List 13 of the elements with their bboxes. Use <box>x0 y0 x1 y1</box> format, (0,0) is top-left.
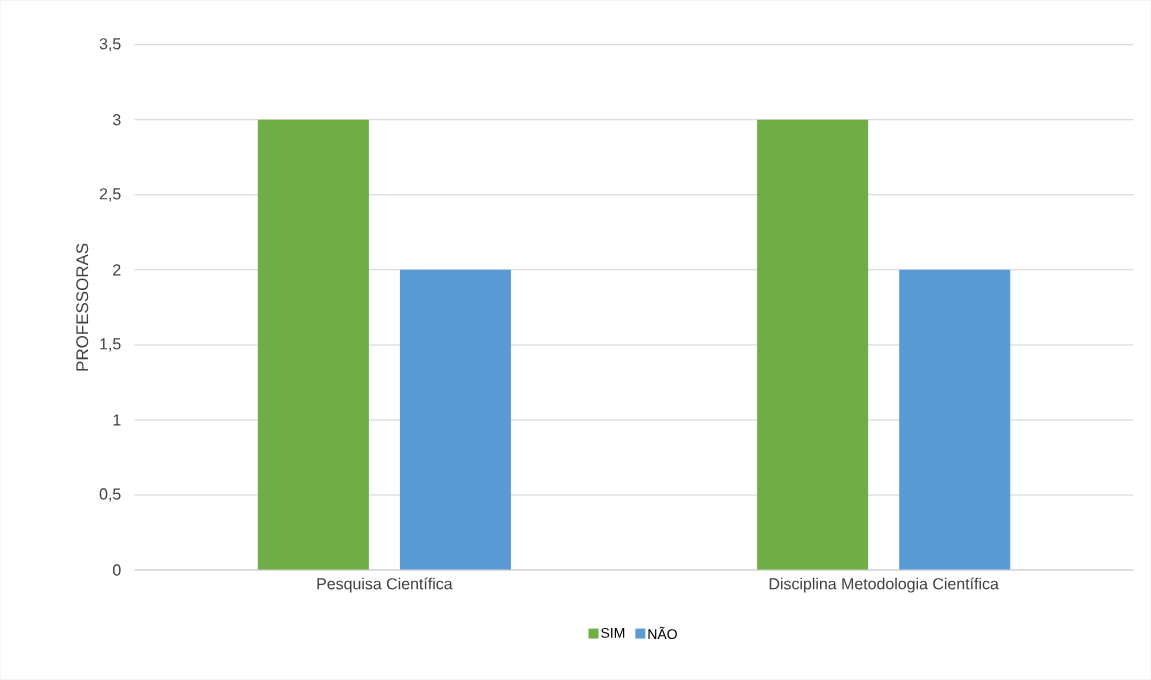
x-tick-label: Disciplina Metodologia Científica <box>769 577 999 593</box>
y-tick-label: 3 <box>112 114 121 126</box>
y-tick-label: 1,5 <box>100 338 121 352</box>
legend-label: NÃO <box>648 626 677 640</box>
y-tick-label: 2 <box>113 264 121 276</box>
legend-label: SIM <box>601 628 625 638</box>
y-axis-title: PROFESSORAS <box>76 243 89 371</box>
y-tick-label: 2,5 <box>99 188 121 202</box>
x-tick-label: Pesquisa Científica <box>317 577 453 593</box>
y-tick-label: 0 <box>113 564 121 576</box>
y-tick-label: 1 <box>113 414 121 426</box>
y-tick-label: 3,5 <box>99 38 121 52</box>
y-tick-label: 0,5 <box>99 488 121 502</box>
